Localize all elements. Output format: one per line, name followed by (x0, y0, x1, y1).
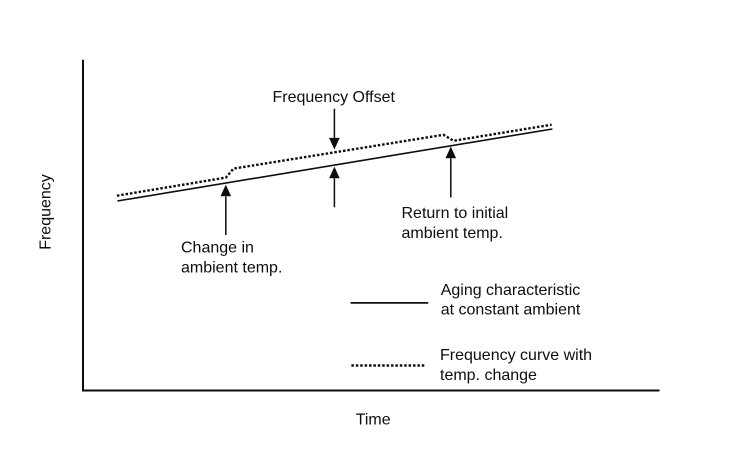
svg-text:Change in: Change in (181, 240, 254, 257)
svg-text:Frequency curve with: Frequency curve with (440, 347, 592, 364)
svg-text:Return to initial: Return to initial (402, 205, 509, 222)
svg-text:Time: Time (356, 411, 391, 428)
svg-text:temp. change: temp. change (440, 367, 537, 384)
svg-text:Aging characteristic: Aging characteristic (441, 282, 581, 299)
svg-text:ambient temp.: ambient temp. (181, 259, 282, 276)
svg-text:Frequency: Frequency (38, 174, 55, 250)
svg-text:at constant ambient: at constant ambient (441, 301, 581, 318)
svg-text:Frequency Offset: Frequency Offset (273, 89, 396, 106)
svg-text:ambient temp.: ambient temp. (402, 225, 503, 242)
